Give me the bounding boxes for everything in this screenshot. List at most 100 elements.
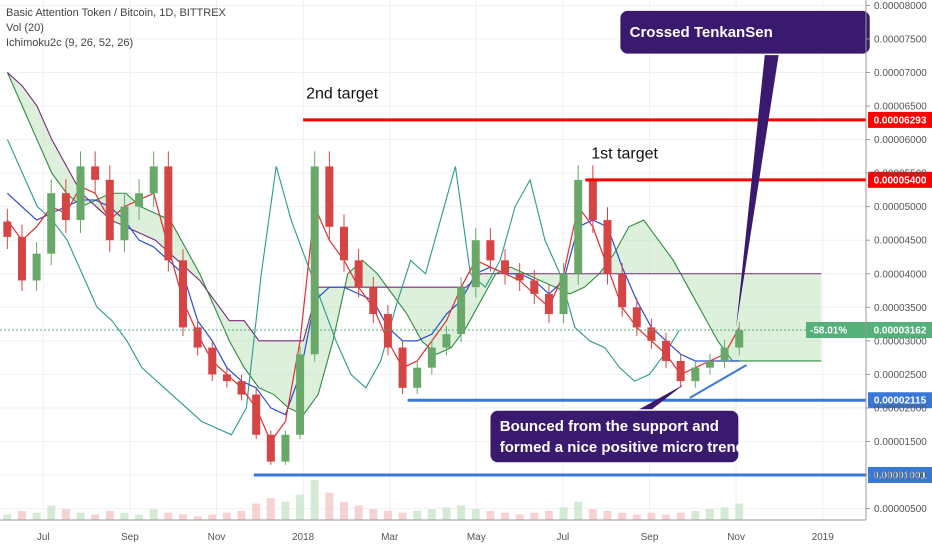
y-tick-label: 0.00002500	[874, 370, 927, 381]
candle-body	[296, 354, 305, 435]
y-tick-label: 0.00007500	[874, 34, 927, 45]
candle-body	[647, 327, 656, 341]
candle-body	[559, 273, 568, 315]
volume-bar	[398, 512, 407, 520]
annotations: 2nd target 1st target Crossed TenkanSen Bou…	[306, 9, 872, 464]
y-tick-label: 0.00004000	[874, 269, 927, 280]
volume-bar	[530, 512, 539, 520]
candle-body	[164, 166, 173, 261]
y-tick-label: 0.00006500	[874, 102, 927, 113]
candle-body	[61, 193, 70, 221]
candle-body	[427, 347, 436, 368]
candle-body	[471, 240, 480, 288]
y-tick-label: 0.00003500	[874, 303, 927, 314]
volume-bar	[559, 507, 568, 520]
y-tick-label: 0.00002000	[874, 403, 927, 414]
callout-pointer	[634, 384, 684, 412]
y-tick-label: 0.00001000	[874, 471, 927, 482]
candle-body	[91, 166, 100, 180]
volume-bar	[471, 509, 480, 520]
volume-bar	[252, 503, 261, 520]
price-tag-label: 0.00002115	[874, 396, 927, 407]
volume-bar	[339, 501, 348, 520]
volume-bar	[120, 512, 129, 520]
current-price-tag	[806, 321, 932, 338]
candle-body	[76, 166, 85, 221]
volume-bar	[17, 510, 26, 520]
candle-body	[178, 260, 187, 328]
volume-bar	[193, 516, 202, 520]
candle-body	[105, 179, 114, 241]
price-tag	[868, 392, 932, 409]
candle-body	[208, 347, 217, 375]
volume-bar	[178, 514, 187, 520]
candle-body	[662, 340, 671, 361]
volume-bar	[705, 509, 714, 520]
span-b-line	[7, 72, 822, 342]
current-price-label: 0.00003162	[874, 325, 927, 336]
volume-bar	[691, 510, 700, 520]
candle-body	[457, 287, 466, 335]
x-tick-label: Jul	[37, 532, 50, 543]
y-tick-label: 0.00005000	[874, 202, 927, 213]
y-tick-label: 0.00000500	[874, 504, 927, 515]
candle-body	[383, 314, 392, 348]
x-tick-label: 2019	[812, 532, 835, 543]
volume-bar	[208, 514, 217, 520]
micro-trendline	[689, 364, 748, 399]
levels: 0.00006293 0.00005400 0.00002115 0.00001001…	[0, 111, 932, 483]
price-tag-label: 0.00005400	[874, 175, 927, 186]
volume-bar	[325, 492, 334, 520]
volume-bar	[76, 512, 85, 520]
volume-bar	[676, 512, 685, 520]
volume-bar	[457, 505, 466, 520]
volume-bar	[32, 512, 41, 520]
volume-bar	[281, 501, 290, 520]
candle-body	[325, 166, 334, 227]
volume-bar	[603, 510, 612, 520]
volume-bar	[588, 509, 597, 520]
span-a-line	[6, 72, 822, 416]
candle-body	[32, 253, 41, 281]
volume-bar	[105, 510, 114, 520]
y-tick-label: 0.00003000	[874, 336, 927, 347]
candle-body	[252, 394, 261, 435]
candle-body	[149, 166, 158, 194]
volume-bar	[164, 512, 173, 520]
candle-body	[237, 381, 246, 395]
volume-bar	[413, 510, 422, 520]
candle-body	[266, 434, 275, 462]
x-tick-label: Nov	[208, 532, 226, 543]
price-tag	[868, 171, 932, 188]
volume-bar	[222, 512, 231, 520]
chart-legend: Basic Attention Token / Bitcoin, 1D, BIT…	[6, 6, 226, 51]
volume-bar	[501, 512, 510, 520]
candle-body	[515, 273, 524, 281]
legend-volume: Vol (20)	[6, 22, 44, 34]
target-label: 1st target	[591, 145, 658, 162]
candle-body	[705, 360, 714, 368]
candle-body	[691, 367, 700, 382]
candle-body	[442, 334, 451, 348]
candle-body	[120, 206, 129, 241]
candle-body	[281, 434, 290, 462]
candle-body	[17, 236, 26, 281]
callout-pointer	[736, 52, 780, 328]
volume-bar	[135, 514, 144, 520]
volume-bar	[427, 509, 436, 520]
x-tick-label: Nov	[727, 532, 745, 543]
volume-bar	[574, 501, 583, 520]
volume-bar	[47, 505, 56, 520]
y-tick-label: 0.00005500	[874, 169, 927, 180]
candle-body	[501, 260, 510, 274]
x-tick-label: Sep	[121, 532, 139, 543]
volume-bar	[149, 509, 158, 520]
callout-box	[618, 9, 872, 56]
volume-bar	[632, 514, 641, 520]
price-tag-label: 0.00001001	[874, 470, 927, 481]
callout-text: Crossed TenkanSen	[630, 24, 773, 41]
x-tick-label: Mar	[381, 532, 399, 543]
